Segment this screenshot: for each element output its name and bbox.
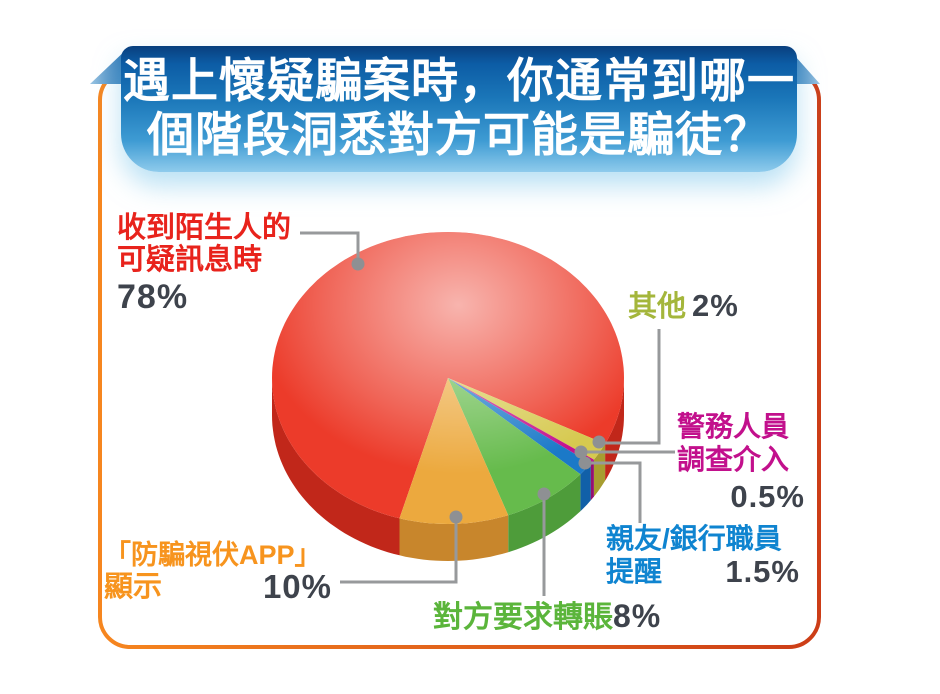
label-police-investigation: 警務人員 調查介入 0.5% [677,410,805,513]
label-suspicious-message-line1: 收到陌生人的 [117,212,292,244]
callout-line-friends-bank-reminder [588,461,642,523]
callout-dot-scameter-app [449,510,463,524]
callout-line-scameter-app [340,521,458,584]
callout-dot-suspicious-message [351,257,365,271]
pie-slice-side-friends-bank-reminder [580,463,591,512]
pie-slice-side-suspicious-message [605,378,624,481]
label-police-line2: 調查介入 [677,444,790,475]
label-others-text: 其他 [628,291,687,323]
banner-ribbon-fold-left [90,47,129,84]
label-others: 其他 2% [628,288,739,324]
label-app-line1: 「防騙視伏APP」 [104,540,322,570]
banner-title-line1: 遇上懷疑騙案時，你通常到哪一 [123,56,795,108]
label-friends-line1: 親友/銀行職員 [606,523,782,554]
title-banner: 遇上懷疑騙案時，你通常到哪一 個階段洞悉對方可能是騙徒？ [121,46,797,172]
callout-dot-transfer-request [537,487,551,501]
value-transfer-request: 8% [613,598,662,634]
label-police-line1: 警務人員 [677,411,790,442]
callout-dot-police-investigation [574,445,588,459]
value-friends-bank-reminder: 1.5% [725,554,800,589]
value-police-investigation: 0.5% [730,479,805,514]
callout-dot-friends-bank-reminder [578,456,592,470]
pie-slice-side-suspicious-message [272,378,400,556]
pie-slice-side-police-investigation [590,459,594,501]
value-suspicious-message: 78% [117,278,189,316]
pie-slice-side-others [593,443,606,497]
pie-gloss-highlight [272,232,624,524]
banner-title-line2: 個階段洞悉對方可能是騙徒？ [147,110,771,162]
label-friends-line2: 提醒 [606,556,663,587]
label-scameter-app: 「防騙視伏APP」 顯示 10% [104,539,332,603]
pie-slice-side-scameter-app [399,515,509,561]
label-suspicious-message-line2: 可疑訊息時 [117,244,263,276]
value-others: 2% [692,288,739,323]
callout-line-others [602,329,661,445]
label-suspicious-message: 收到陌生人的 可疑訊息時 78% [117,212,292,316]
callout-line-suspicious-message [300,231,360,261]
label-app-line2: 顯示 [104,571,163,603]
label-transfer-text: 對方要求轉賬 [433,601,613,634]
callout-dot-others [592,435,606,449]
value-scameter-app: 10% [262,568,332,605]
label-transfer-request: 對方要求轉賬8% [433,599,661,635]
label-friends-bank-reminder: 親友/銀行職員 提醒 1.5% [606,522,800,588]
